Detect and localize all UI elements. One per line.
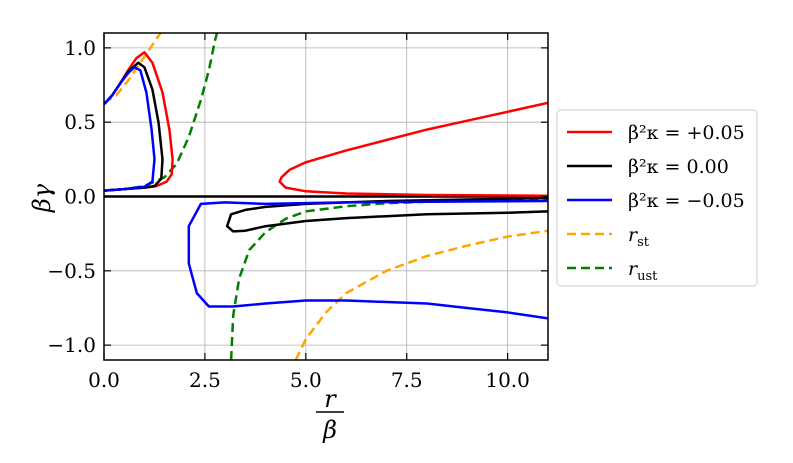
y-tick-label-0: 1.0 (64, 36, 96, 60)
series-2-line-0 (104, 65, 156, 192)
legend-label-2: β²κ = −0.05 (628, 190, 745, 212)
legend-label-4: rust (628, 258, 658, 284)
series-3-line-1 (294, 229, 548, 360)
y-tick-label-1: 0.5 (64, 110, 96, 134)
legend-label-3: rst (628, 224, 650, 250)
legend-label-0: β²κ = +0.05 (628, 122, 745, 144)
ticks: 0.0 2.5 5.0 7.5 10.0 1.0 0.5 0.0 −0.5 −1.0 (47, 33, 548, 392)
x-axis-label-denominator: β (322, 416, 337, 444)
legend-label-1: β²κ = 0.00 (628, 156, 729, 178)
x-tick-label-2: 5.0 (290, 368, 322, 392)
x-tick-label-1: 2.5 (189, 368, 221, 392)
x-tick-label-3: 7.5 (391, 368, 423, 392)
x-axis-label-numerator: r (324, 385, 337, 413)
plot-area (104, 33, 548, 360)
x-tick-label-4: 10.0 (485, 368, 530, 392)
legend-box (556, 109, 758, 287)
y-tick-label-2: 0.0 (64, 185, 96, 209)
series-2-line-1 (187, 199, 548, 320)
legend: β²κ = +0.05 β²κ = 0.00 β²κ = −0.05 rst rust (556, 109, 758, 287)
y-tick-label-4: −1.0 (47, 333, 96, 357)
series-4-line-0 (104, 33, 219, 192)
y-tick-label-3: −0.5 (47, 259, 96, 283)
series-3-line-0 (104, 33, 162, 104)
series-0-line-1 (278, 101, 548, 198)
series-1-line-1 (225, 196, 548, 233)
y-axis-label: βγ (28, 183, 56, 213)
axis-labels: r β βγ (28, 183, 344, 444)
x-tick-label-0: 0.0 (88, 368, 120, 392)
